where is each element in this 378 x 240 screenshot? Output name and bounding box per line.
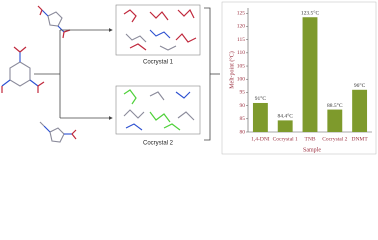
crystal-2-label: Cocrystal 2 xyxy=(143,141,174,147)
y-tick-label: 95 xyxy=(240,90,246,96)
value-label: 88.5°C xyxy=(327,102,343,109)
bar xyxy=(327,109,343,132)
y-tick-label: 90 xyxy=(240,103,246,109)
molecule-tnb xyxy=(1,46,45,93)
y-axis-label: Melt-point (°C) xyxy=(228,51,235,89)
x-tick-label: DNMT xyxy=(351,136,368,142)
y-tick-label: 105 xyxy=(237,63,246,69)
molecule-dni xyxy=(37,5,71,39)
crystal-2 xyxy=(115,85,201,135)
figure: Cocrystal 1 Cocrystal 2 Melt-point (°C) … xyxy=(1,1,377,155)
crystal-1-label: Cocrystal 1 xyxy=(143,60,174,66)
y-tick-label: 80 xyxy=(240,129,246,135)
value-label: 96°C xyxy=(354,82,366,89)
bar xyxy=(277,120,293,132)
x-tick-label: Cocrystal 1 xyxy=(273,136,298,142)
value-label: 91°C xyxy=(255,95,267,102)
y-tick-label: 125 xyxy=(237,11,246,17)
y-tick-label: 110 xyxy=(237,50,245,56)
y-tick-label: 120 xyxy=(237,24,246,30)
bar xyxy=(302,17,318,133)
bar xyxy=(352,89,368,132)
molecule-dnmt xyxy=(39,121,77,143)
x-tick-label: 1,4-DNI xyxy=(251,136,270,142)
crystal-1 xyxy=(115,4,201,56)
chart-frame xyxy=(221,1,377,155)
bar xyxy=(252,102,268,132)
value-label: 84.4°C xyxy=(277,113,293,120)
value-label: 123.5°C xyxy=(301,9,320,16)
y-tick-label: 115 xyxy=(237,37,245,43)
reaction-arrows xyxy=(34,7,220,141)
y-tick-label: 100 xyxy=(237,76,246,82)
x-tick-label: TNB xyxy=(305,136,316,142)
x-axis-label: Sample xyxy=(303,147,321,153)
y-tick-label: 85 xyxy=(240,116,246,122)
x-tick-label: Cocrystal 2 xyxy=(322,136,347,142)
